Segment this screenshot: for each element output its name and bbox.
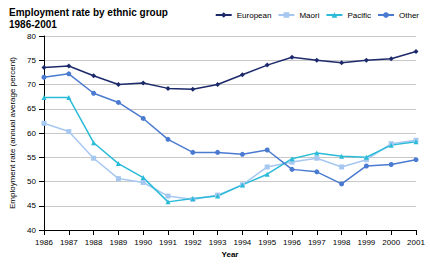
svg-text:1995: 1995 bbox=[258, 238, 276, 247]
svg-text:1990: 1990 bbox=[134, 238, 152, 247]
svg-text:Employment rate (annual averag: Employment rate (annual average percent) bbox=[8, 57, 17, 209]
svg-text:Year: Year bbox=[222, 250, 239, 259]
svg-text:65: 65 bbox=[27, 104, 36, 113]
svg-text:45: 45 bbox=[27, 201, 36, 210]
svg-text:1997: 1997 bbox=[308, 238, 326, 247]
svg-text:1987: 1987 bbox=[60, 238, 78, 247]
svg-text:2001: 2001 bbox=[407, 238, 425, 247]
svg-text:80: 80 bbox=[27, 32, 36, 41]
svg-text:1998: 1998 bbox=[333, 238, 351, 247]
svg-text:Maori: Maori bbox=[299, 11, 319, 20]
svg-text:1999: 1999 bbox=[358, 238, 376, 247]
svg-text:1991: 1991 bbox=[159, 238, 177, 247]
svg-text:Employment rate by ethnic grou: Employment rate by ethnic group bbox=[9, 7, 168, 18]
svg-text:1992: 1992 bbox=[184, 238, 202, 247]
svg-text:40: 40 bbox=[27, 226, 36, 235]
svg-text:50: 50 bbox=[27, 177, 36, 186]
svg-text:1988: 1988 bbox=[85, 238, 103, 247]
svg-text:1994: 1994 bbox=[234, 238, 252, 247]
svg-text:60: 60 bbox=[27, 129, 36, 138]
svg-text:European: European bbox=[237, 11, 272, 20]
svg-text:55: 55 bbox=[27, 153, 36, 162]
svg-text:70: 70 bbox=[27, 80, 36, 89]
svg-text:Other: Other bbox=[399, 11, 419, 20]
svg-text:1989: 1989 bbox=[110, 238, 128, 247]
svg-text:Pacific: Pacific bbox=[347, 11, 371, 20]
svg-text:1996: 1996 bbox=[283, 238, 301, 247]
svg-text:2000: 2000 bbox=[382, 238, 400, 247]
svg-text:75: 75 bbox=[27, 56, 36, 65]
svg-text:1986-2001: 1986-2001 bbox=[9, 19, 57, 30]
svg-text:1993: 1993 bbox=[209, 238, 227, 247]
svg-text:1986: 1986 bbox=[35, 238, 53, 247]
